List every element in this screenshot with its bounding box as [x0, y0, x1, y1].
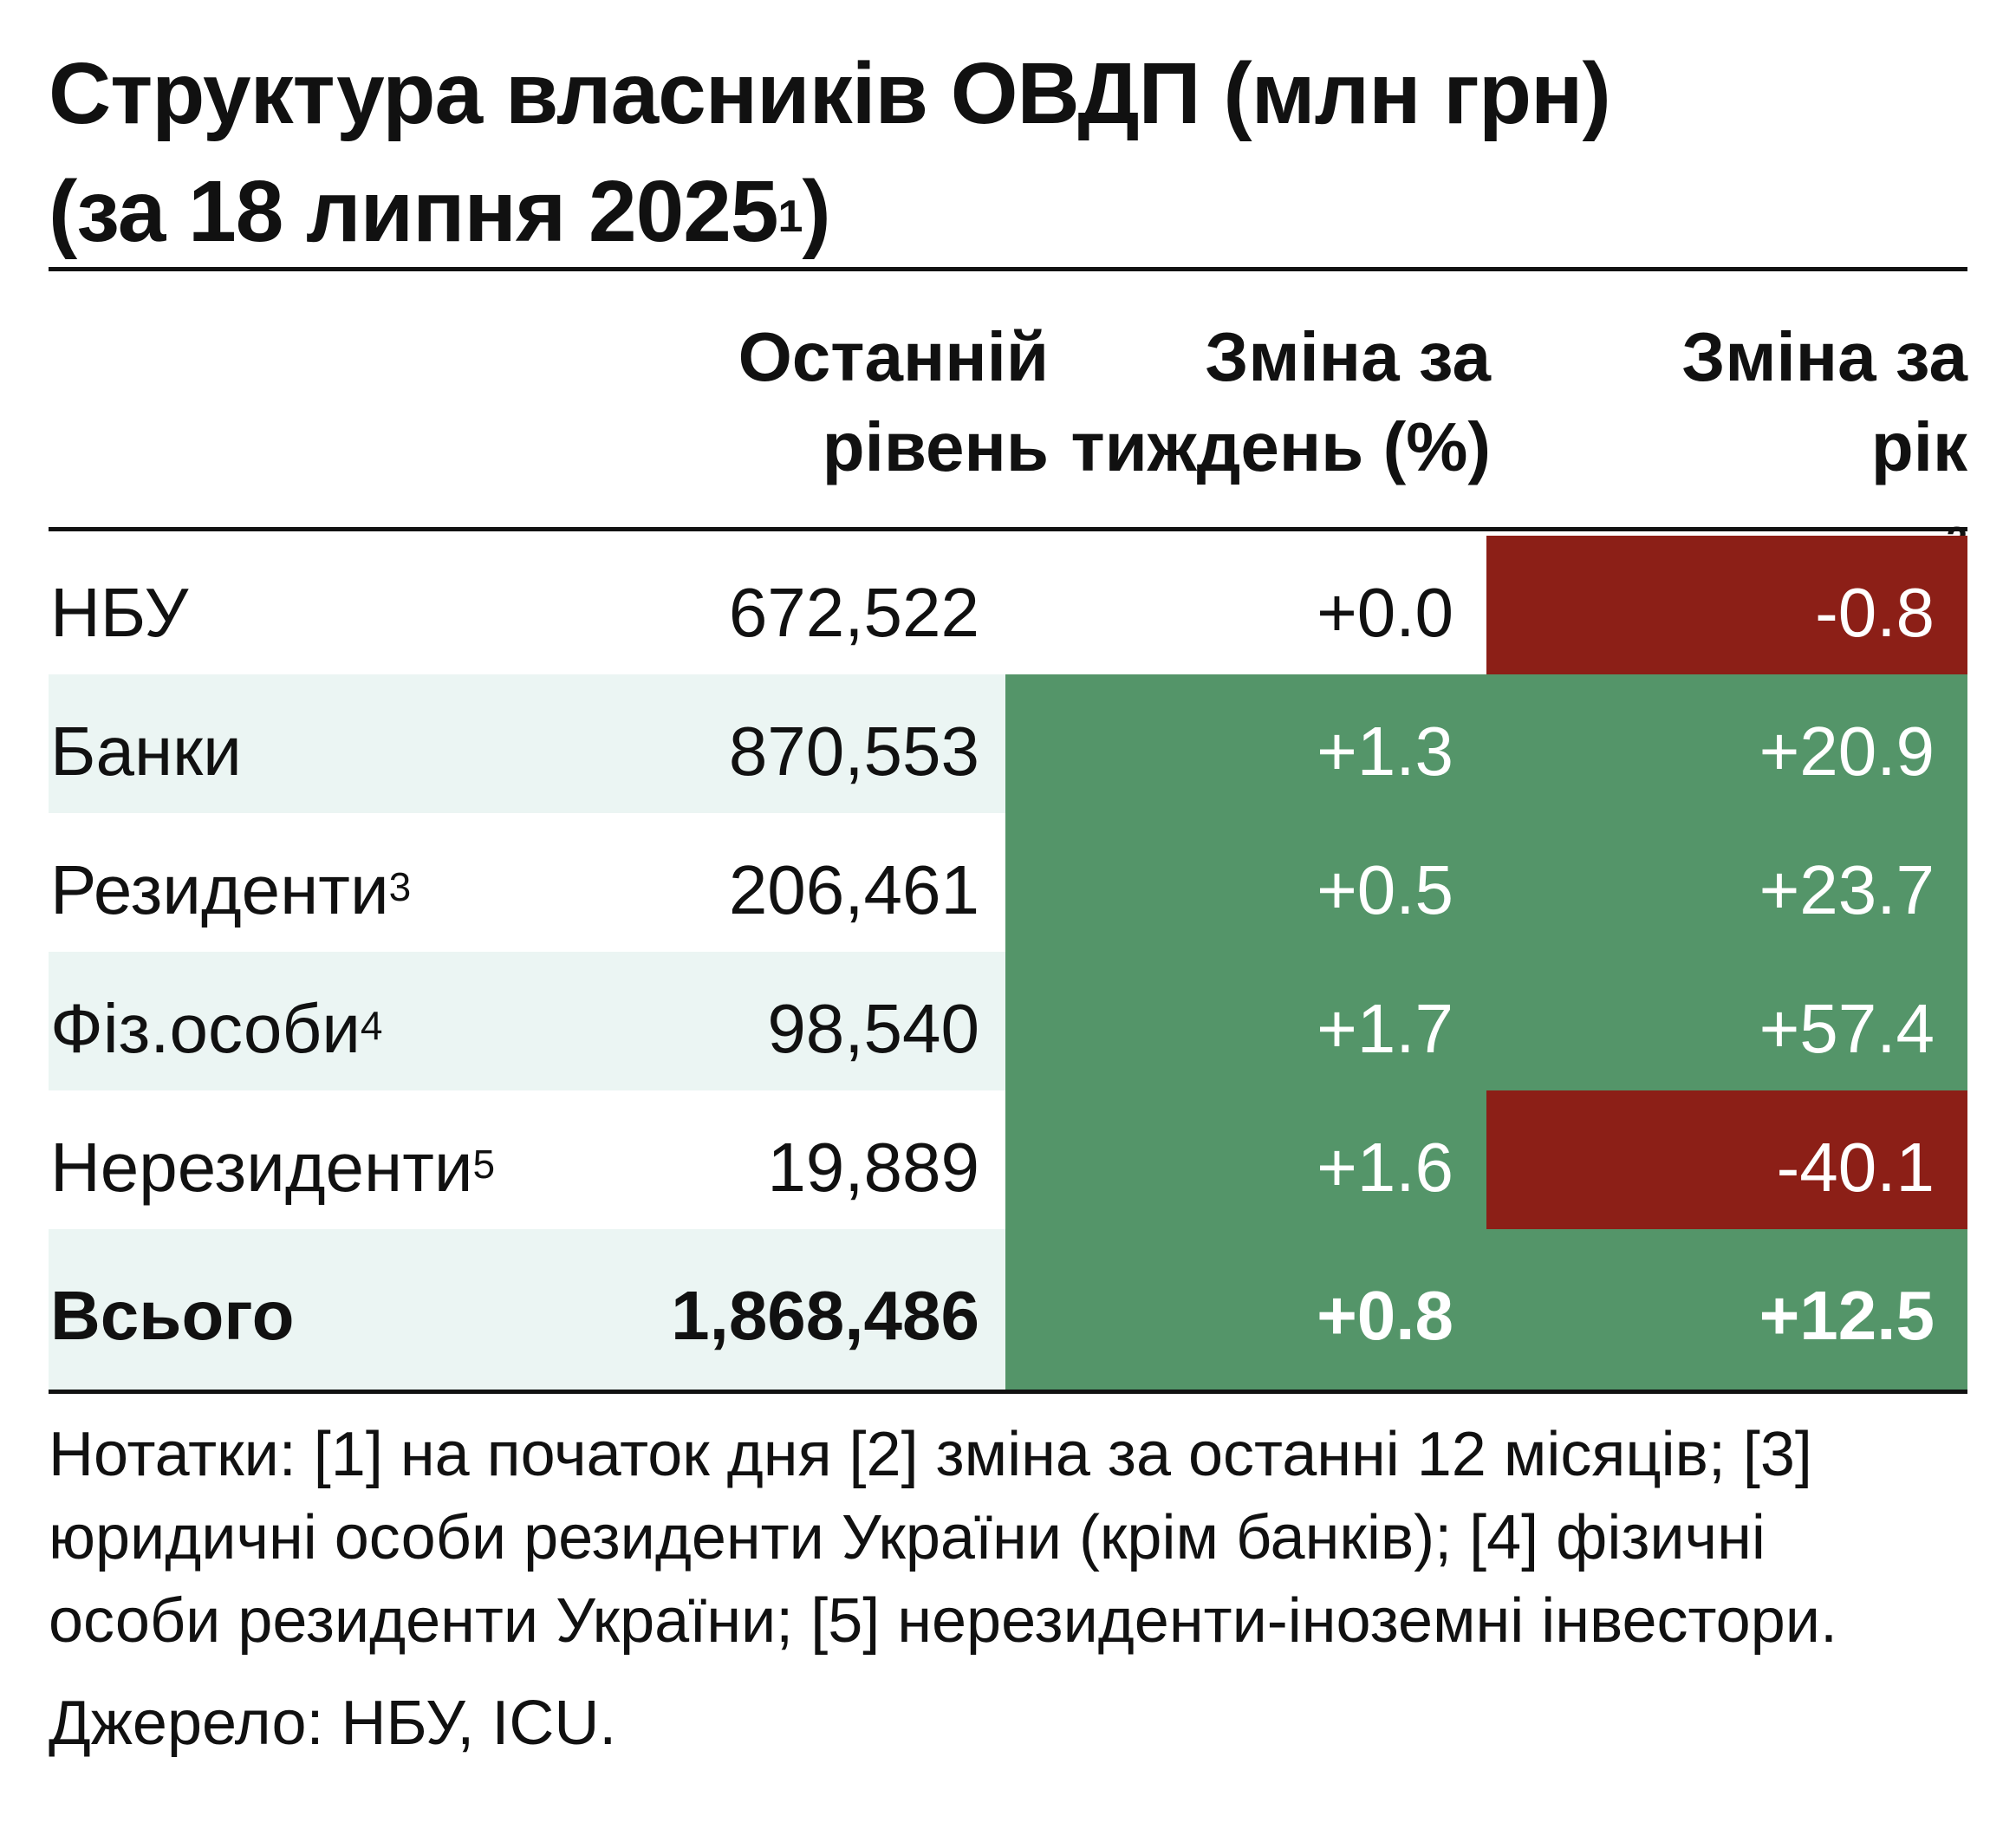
total-level: 1,868,486: [671, 1277, 979, 1354]
week-change: +0.0: [1317, 574, 1453, 651]
header-level-line-2: рівень: [822, 408, 1049, 485]
label-cell: Нерезиденти5 19,889: [49, 1090, 1005, 1229]
page-title: Структура власників ОВДП (млн грн) (за 1…: [49, 35, 1973, 270]
row-label: Резиденти3: [50, 851, 411, 929]
title-line-2: (за 18 липня 20251): [49, 153, 1973, 270]
row-label: НБУ: [50, 574, 188, 652]
notes-line-3: особи резиденти України; [5] нерезиденти…: [49, 1586, 1837, 1656]
week-change: +0.5: [1317, 851, 1453, 928]
year-change-cell: -40.1: [1486, 1090, 1967, 1229]
row-label: Фіз.особи4: [50, 990, 382, 1068]
week-change-cell: +1.6: [1005, 1090, 1486, 1229]
row-level: 206,461: [728, 851, 979, 928]
row-label-text: Резиденти: [50, 851, 389, 928]
row-label-text: НБУ: [50, 574, 189, 651]
source: Джерело: НБУ, ICU.: [49, 1689, 617, 1758]
label-cell: НБУ 672,522: [49, 536, 1005, 674]
notes-line-1: Нотатки: [1] на початок дня [2] зміна за…: [49, 1420, 1812, 1489]
week-change: +1.3: [1317, 713, 1453, 790]
label-cell: Резиденти3 206,461: [49, 813, 1005, 952]
year-change-cell: -0.8: [1486, 536, 1967, 674]
row-label-text: Нерезиденти: [50, 1129, 473, 1206]
title-line-1: Структура власників ОВДП (млн грн): [49, 45, 1611, 142]
row-label-text: Банки: [50, 713, 242, 790]
table-row: НБУ 672,522 +0.0 -0.8: [49, 536, 1967, 674]
top-rule: [49, 267, 1967, 271]
title-footnote-marker: 1: [777, 192, 803, 242]
label-cell: Всього 1,868,486: [49, 1229, 1005, 1390]
year-change-cell: +12.5: [1486, 1229, 1967, 1390]
week-change-cell: +0.5: [1005, 813, 1486, 952]
header-week-line-2: тиждень (%): [1070, 408, 1492, 485]
week-change: +1.7: [1317, 990, 1453, 1067]
header-week: Зміна за тиждень (%): [1071, 312, 1492, 492]
header-level: Останній рівень: [738, 312, 1049, 492]
year-change: +57.4: [1759, 990, 1935, 1067]
bottom-rule: [49, 1390, 1967, 1394]
header-year-line-1: Зміна за: [1681, 318, 1967, 395]
year-change: -0.8: [1815, 574, 1935, 651]
total-label: Всього: [50, 1277, 295, 1354]
row-footnote-marker: 5: [472, 1142, 496, 1187]
header-level-line-1: Останній: [738, 318, 1049, 395]
week-change-cell: +0.8: [1005, 1229, 1486, 1390]
header-rule: [49, 527, 1967, 531]
table-row: Банки 870,553 +1.3 +20.9: [49, 674, 1967, 813]
year-change: +20.9: [1759, 713, 1935, 790]
row-level: 672,522: [728, 574, 979, 651]
table-row-total: Всього 1,868,486 +0.8 +12.5: [49, 1229, 1967, 1390]
table-row: Нерезиденти5 19,889 +1.6 -40.1: [49, 1090, 1967, 1229]
title-line-2-close: ): [802, 163, 830, 260]
row-footnote-marker: 4: [360, 1003, 383, 1048]
notes: Нотатки: [1] на початок дня [2] зміна за…: [49, 1413, 1981, 1663]
row-level: 98,540: [767, 990, 979, 1067]
table-row: Резиденти3 206,461 +0.5 +23.7: [49, 813, 1967, 952]
header-week-line-1: Зміна за: [1205, 318, 1491, 395]
row-label: Банки: [50, 713, 242, 791]
year-change-cell: +20.9: [1486, 674, 1967, 813]
year-change-cell: +57.4: [1486, 952, 1967, 1090]
week-change: +1.6: [1317, 1129, 1453, 1206]
notes-line-2: юридичні особи резиденти України (крім б…: [49, 1503, 1766, 1572]
year-change: -40.1: [1776, 1129, 1935, 1206]
row-label-text: Фіз.особи: [50, 990, 361, 1067]
week-change-cell: +1.3: [1005, 674, 1486, 813]
row-level: 870,553: [728, 713, 979, 790]
row-level: 19,889: [767, 1129, 979, 1206]
total-week-change: +0.8: [1317, 1277, 1453, 1354]
year-change: +23.7: [1759, 851, 1935, 928]
row-footnote-marker: 3: [388, 864, 412, 909]
row-label: Нерезиденти5: [50, 1129, 495, 1207]
week-change-cell: +0.0: [1005, 536, 1486, 674]
label-cell: Банки 870,553: [49, 674, 1005, 813]
header-year-text: рік: [1870, 408, 1967, 485]
label-cell: Фіз.особи4 98,540: [49, 952, 1005, 1090]
total-year-change: +12.5: [1759, 1277, 1935, 1354]
table-row: Фіз.особи4 98,540 +1.7 +57.4: [49, 952, 1967, 1090]
year-change-cell: +23.7: [1486, 813, 1967, 952]
week-change-cell: +1.7: [1005, 952, 1486, 1090]
title-line-2-text: (за 18 липня 2025: [49, 163, 778, 260]
